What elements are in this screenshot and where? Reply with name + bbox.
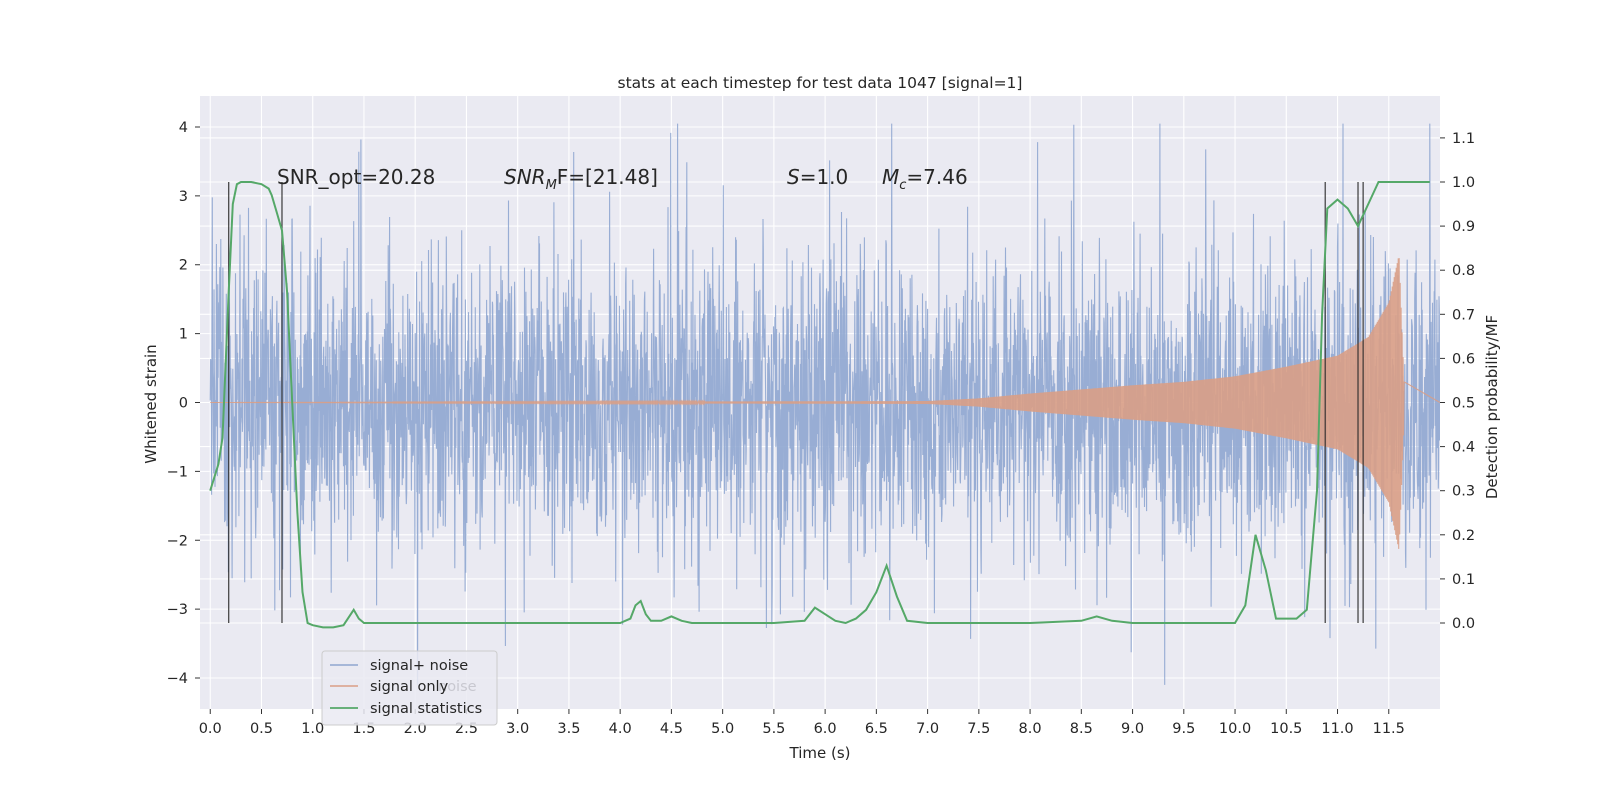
x-tick-label: 6.0: [814, 721, 837, 737]
x-tick-label: 7.0: [916, 721, 939, 737]
y-left-tick-label: 1: [179, 327, 188, 343]
x-tick-label: 11.0: [1321, 721, 1353, 737]
y-left-tick-label: −2: [167, 533, 188, 549]
x-tick-label: 6.5: [865, 721, 888, 737]
legend: noise signal+ noise signal only signal s…: [321, 650, 498, 726]
y-right-tick-label: 0.2: [1452, 528, 1475, 544]
y-right-tick-label: 1.0: [1452, 175, 1475, 191]
y-right-tick-label: 0.1: [1452, 572, 1475, 588]
annotation-snr-opt: SNR_opt=20.28: [277, 165, 435, 189]
annotation-mc-subscript: c: [899, 178, 906, 193]
legend-box: [321, 650, 498, 726]
annotation-s: S=1.0: [787, 165, 848, 189]
y-right-tick-label: 0.6: [1452, 351, 1475, 367]
x-tick-label: 11.5: [1373, 721, 1405, 737]
x-axis-label: Time (s): [789, 744, 851, 762]
x-tick-label: 3.0: [506, 721, 529, 737]
annotation-snr-mf-symbol: SNR: [504, 165, 546, 189]
annotation-snr-mf: SNRMF=[21.48]: [504, 165, 658, 193]
y-right-axis-ticks: 1.1 1.0 0.9 0.8 0.7 0.6 0.5 0.4 0.3 0.2 0.1 0.0: [1440, 131, 1475, 632]
series-signal-statistics-line: [209, 181, 1430, 629]
x-tick-label: 4.0: [609, 721, 632, 737]
legend-label-signal-only: signal only: [370, 679, 449, 695]
y-right-tick-label: 0.7: [1452, 307, 1475, 323]
series-signal-statistics: [209, 181, 1430, 629]
annotation-s-symbol: S: [787, 165, 800, 189]
y-right-tick-label: 0.4: [1452, 440, 1475, 456]
detection-markers: [228, 181, 1364, 624]
annotations: SNR_opt=20.28 SNRMF=[21.48] S=1.0 Mc=7.4…: [277, 165, 968, 193]
x-tick-label: 0.5: [250, 721, 273, 737]
x-tick-label: 7.5: [967, 721, 990, 737]
y-right-tick-label: 0.3: [1452, 484, 1475, 500]
annotation-snr-mf-value: F=[21.48]: [557, 165, 658, 189]
x-tick-label: 9.5: [1172, 721, 1195, 737]
y-left-tick-label: −1: [167, 464, 188, 480]
x-tick-label: 5.0: [711, 721, 734, 737]
annotation-mc-symbol: M: [882, 165, 899, 189]
legend-label-signal-plus-noise: signal+ noise: [370, 658, 468, 674]
chart-title: stats at each timestep for test data 104…: [618, 74, 1023, 92]
series-signal-only-line: [210, 258, 1440, 549]
x-tick-label: 8.5: [1070, 721, 1093, 737]
x-tick-label: 1.0: [301, 721, 324, 737]
y-right-tick-label: 0.5: [1452, 396, 1475, 412]
series-signal-plus-noise: [209, 123, 1440, 685]
y-left-tick-label: 4: [179, 120, 188, 136]
y-right-tick-label: 0.0: [1452, 616, 1475, 632]
annotation-mc: Mc=7.46: [882, 165, 968, 193]
x-tick-label: 4.5: [660, 721, 683, 737]
x-tick-label: 10.0: [1219, 721, 1251, 737]
x-tick-label: 5.5: [762, 721, 785, 737]
x-axis-ticks: 0.0 0.5 1.0 1.5 2.0 2.5 3.0 3.5 4.0 4.5 5.0 5.5 6.0 6…: [199, 709, 1405, 737]
y-left-tick-label: −3: [167, 602, 188, 618]
legend-ghost-text: noise: [438, 679, 477, 695]
x-tick-label: 9.0: [1121, 721, 1144, 737]
y-right-axis-label: Detection probability/MF: [1483, 315, 1501, 499]
y-right-tick-label: 0.9: [1452, 219, 1475, 235]
annotation-s-value: =1.0: [800, 165, 849, 189]
y-left-tick-label: 0: [179, 396, 188, 412]
x-tick-label: 10.5: [1270, 721, 1302, 737]
plot-series-group: [209, 123, 1440, 685]
y-left-tick-label: 2: [179, 258, 188, 274]
y-right-tick-label: 0.8: [1452, 263, 1475, 279]
x-tick-label: 3.5: [557, 721, 580, 737]
y-left-axis-ticks: 4 3 2 1 0 −1 −2 −3 −4: [167, 120, 200, 687]
y-left-tick-label: −4: [167, 671, 188, 687]
y-left-tick-label: 3: [179, 189, 188, 205]
series-signal-plus-noise-line: [209, 123, 1440, 685]
x-tick-label: 8.0: [1019, 721, 1042, 737]
y-right-tick-label: 1.1: [1452, 131, 1475, 147]
annotation-snr-mf-subscript: M: [546, 178, 557, 193]
series-signal-only: [210, 258, 1440, 549]
x-tick-label: 0.0: [199, 721, 222, 737]
legend-label-signal-statistics: signal statistics: [370, 701, 482, 717]
y-left-axis-label: Whitened strain: [142, 344, 160, 463]
annotation-mc-value: =7.46: [906, 165, 967, 189]
